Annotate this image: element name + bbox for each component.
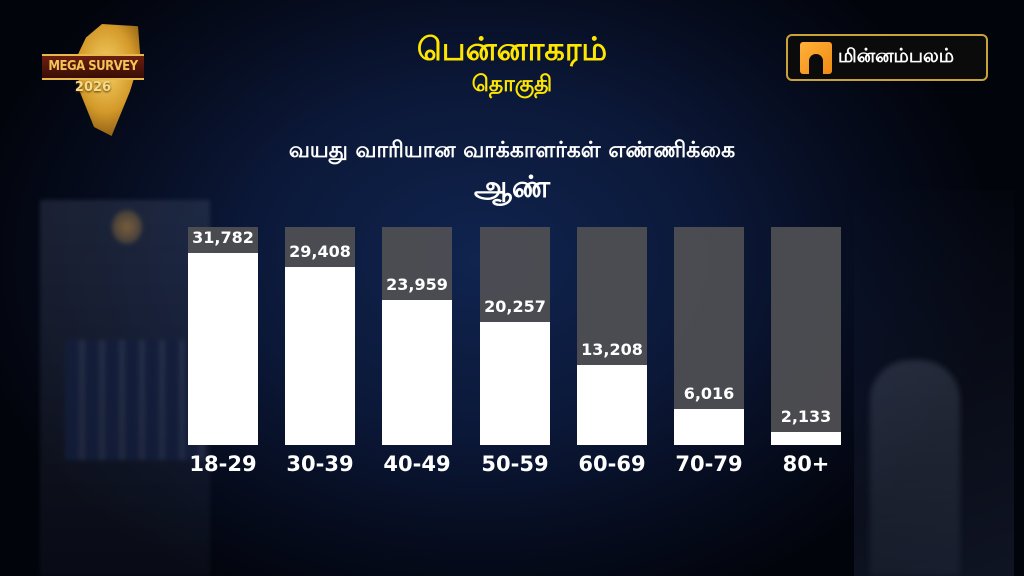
- logo-banner: MEGA SURVEY: [42, 54, 144, 80]
- background-evm: [854, 190, 1014, 576]
- bar-fill: [577, 365, 647, 445]
- category-label: 60-69: [578, 452, 646, 476]
- bar-fill: [480, 322, 550, 445]
- category-label: 40-49: [383, 452, 451, 476]
- bar-fill: [382, 300, 452, 445]
- bar-value-label: 2,133: [780, 407, 832, 426]
- bar-60-69: 13,208: [577, 227, 647, 445]
- bar-value-label: 23,959: [386, 275, 448, 294]
- bar-value-label: 31,782: [192, 228, 254, 247]
- mega-survey-logo: MEGA SURVEY 2026: [42, 24, 144, 136]
- building-pillars: [65, 340, 205, 460]
- chart-heading: வயது வாரியான வாக்காளர்கள் எண்ணிக்கை: [288, 138, 736, 163]
- category-label: 80+: [782, 452, 830, 476]
- bar-70-79: 6,016: [674, 227, 744, 445]
- bar-fill: [771, 432, 841, 445]
- category-label: 18-29: [189, 452, 257, 476]
- brand-name: மின்னம்பலம்: [838, 45, 955, 67]
- background-hand: [870, 360, 960, 576]
- bar-fill: [674, 409, 744, 445]
- bar-50-59: 20,257: [480, 227, 550, 445]
- bar-30-39: 29,408: [285, 227, 355, 445]
- bar-fill: [188, 253, 258, 445]
- emblem-icon: [112, 210, 142, 244]
- background-building: [40, 200, 210, 576]
- minnambalam-m-icon: [800, 41, 832, 74]
- category-label: 50-59: [481, 452, 549, 476]
- constituency-title: பென்னாகரம்: [416, 30, 608, 68]
- bar-value-label: 6,016: [683, 384, 735, 403]
- category-label: 30-39: [286, 452, 354, 476]
- constituency-subtitle: தொகுதி: [471, 72, 553, 97]
- bar-80+: 2,133: [771, 227, 841, 445]
- bar-40-49: 23,959: [382, 227, 452, 445]
- bar-18-29: 31,782: [188, 227, 258, 445]
- category-label: 70-79: [675, 452, 743, 476]
- bar-fill: [285, 267, 355, 445]
- brand-logo: மின்னம்பலம்: [786, 34, 988, 81]
- bar-value-label: 13,208: [581, 340, 643, 359]
- bar-value-label: 20,257: [484, 297, 546, 316]
- chart-gender-label: ஆண்: [473, 170, 551, 205]
- bar-value-label: 29,408: [289, 242, 351, 261]
- logo-year: 2026: [74, 80, 112, 95]
